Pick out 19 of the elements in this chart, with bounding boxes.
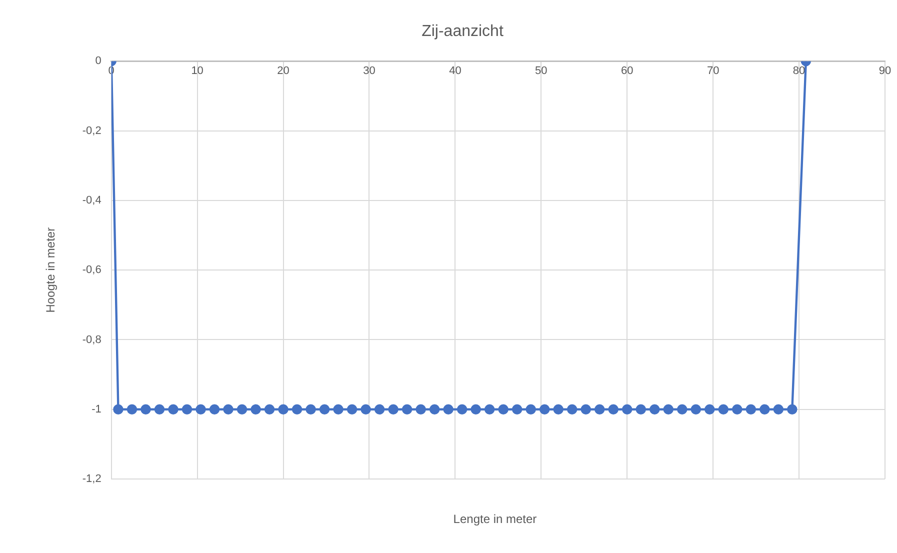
- y-tick-label: 0: [95, 55, 102, 68]
- y-tick-label: -0,6: [82, 264, 102, 276]
- y-tick-label: -0,2: [82, 124, 102, 137]
- x-tick-label: 10: [191, 64, 204, 77]
- x-tick-label: 80: [792, 64, 806, 77]
- x-tick-label: 20: [277, 64, 290, 77]
- x-tick-label: 40: [449, 64, 462, 77]
- y-tick-label: -1,2: [82, 473, 102, 486]
- y-tick-label: -1: [92, 403, 102, 416]
- x-axis-title: Lengte in meter: [452, 512, 538, 526]
- y-tick-label: -0,4: [82, 194, 102, 206]
- x-tick-label: 50: [535, 64, 548, 77]
- x-tick-label: 60: [620, 64, 634, 77]
- y-axis-title: Hoogte in meter: [44, 227, 58, 313]
- x-tick-label: 70: [706, 64, 720, 77]
- chart-title: Zij-aanzicht: [422, 23, 504, 40]
- y-tick-label: -0,8: [82, 334, 102, 346]
- x-tick-label: 30: [363, 64, 376, 77]
- x-tick-label: 90: [878, 64, 892, 77]
